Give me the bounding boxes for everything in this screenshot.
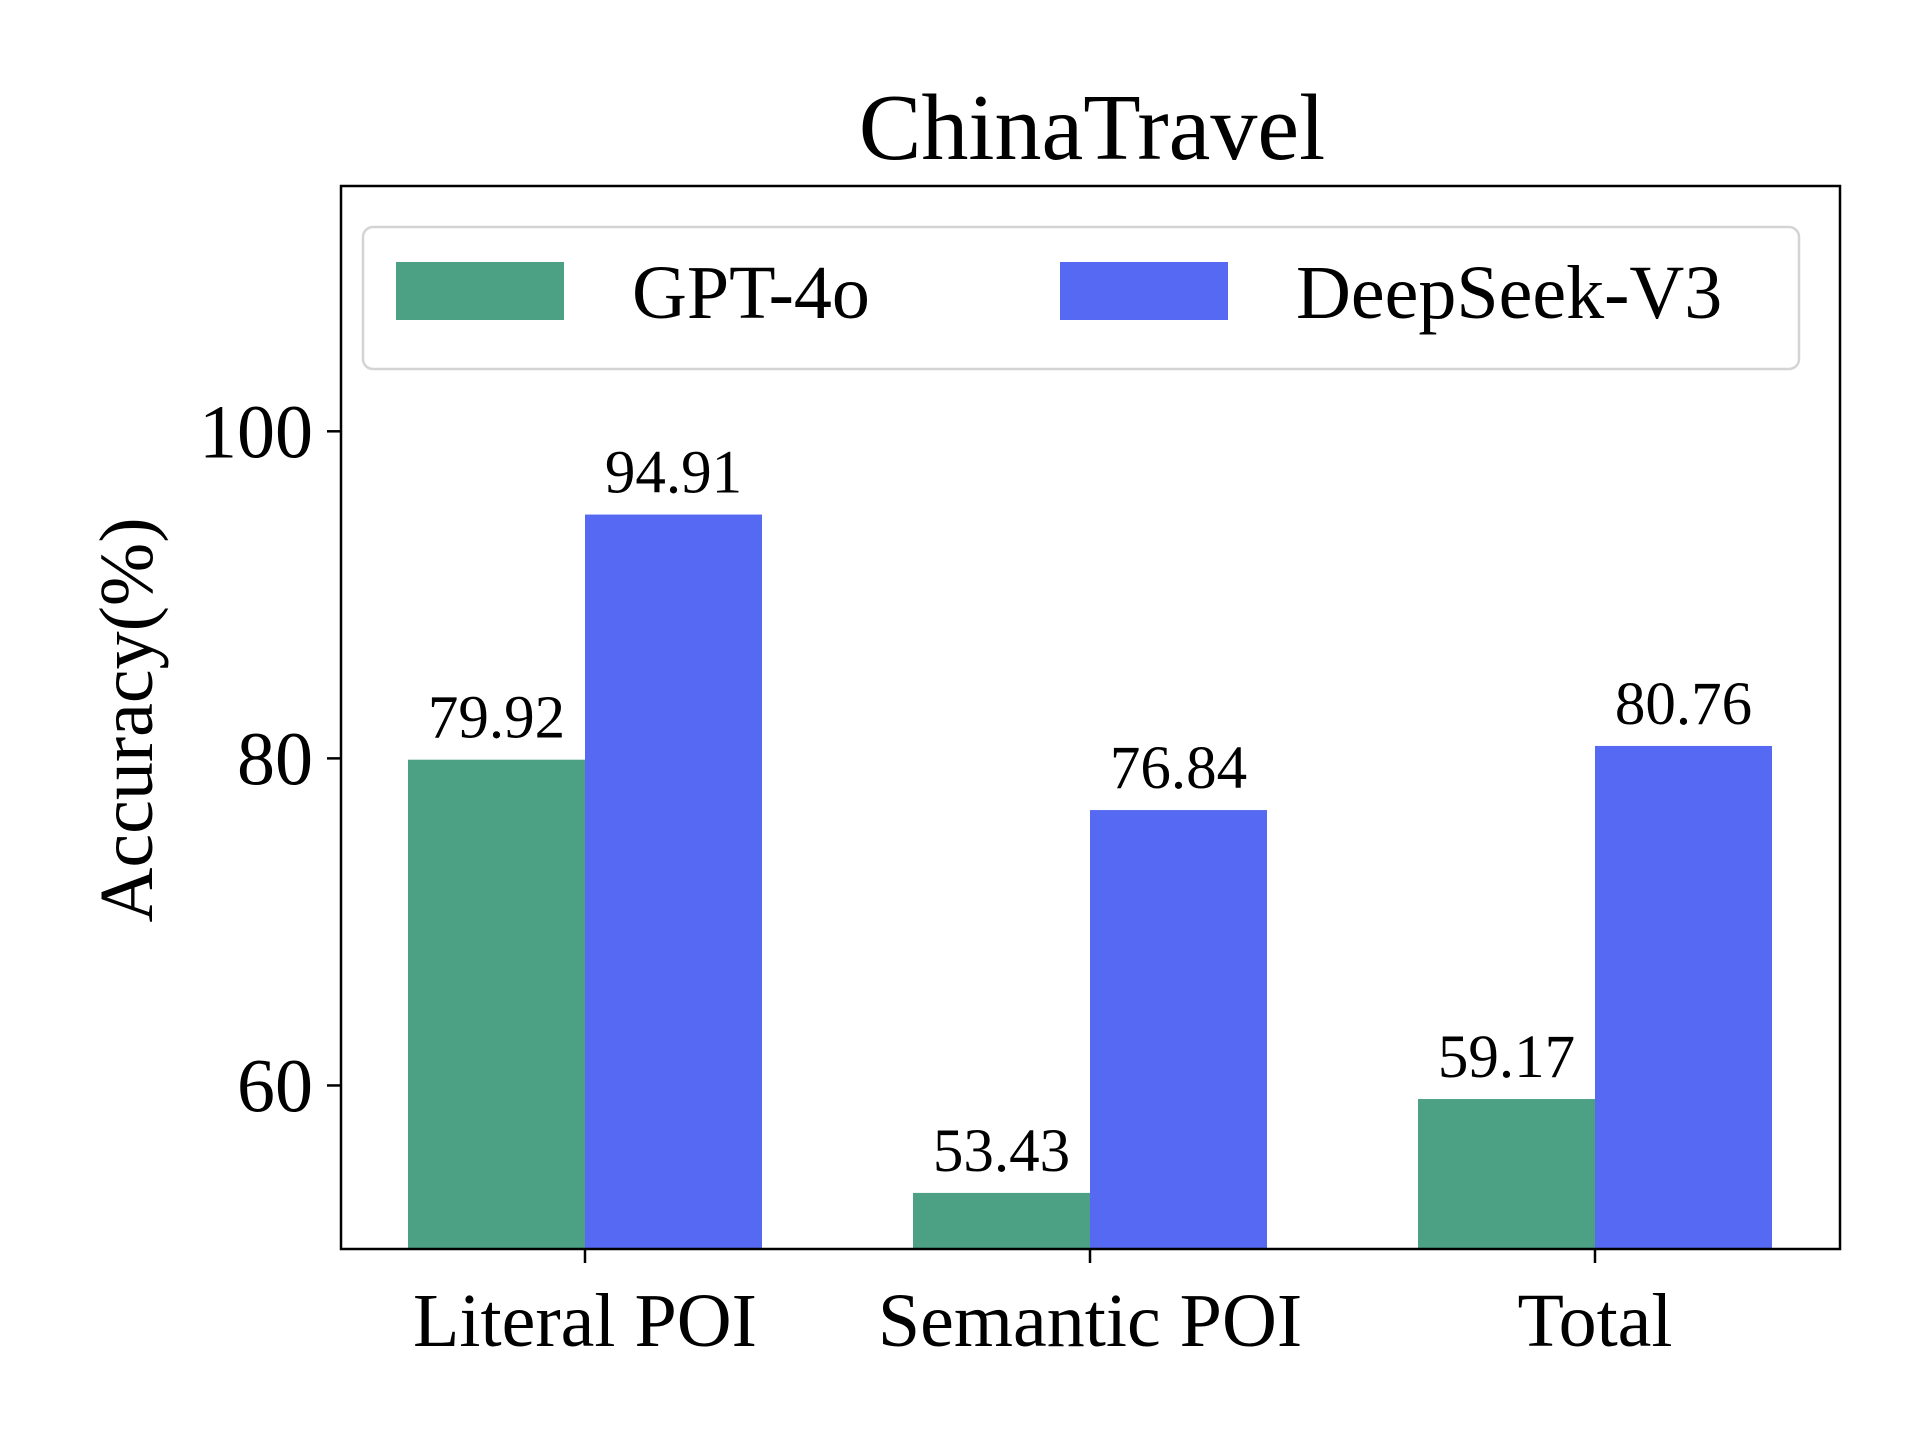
data-label: 79.92: [428, 685, 565, 752]
legend-swatch: [1060, 262, 1228, 320]
legend-label: GPT-4o: [632, 251, 870, 335]
y-axis-label: Accuracy(%): [85, 517, 169, 922]
bar-deepseek-v3-2: [1595, 745, 1772, 1249]
legend: GPT-4o DeepSeek-V3: [361, 225, 1801, 371]
data-label: 76.84: [1110, 735, 1247, 802]
x-tick-label: Total: [1517, 1279, 1672, 1363]
x-tick-label: Literal POI: [413, 1279, 757, 1363]
x-tick-label: Semantic POI: [878, 1279, 1302, 1363]
bar-gpt-4o-0: [408, 759, 585, 1249]
chart-title: ChinaTravel: [859, 76, 1326, 180]
bar-deepseek-v3-1: [1090, 810, 1267, 1249]
data-label: 59.17: [1438, 1024, 1575, 1091]
legend-label: DeepSeek-V3: [1296, 251, 1722, 335]
data-label: 80.76: [1615, 671, 1752, 738]
bar-gpt-4o-2: [1418, 1099, 1595, 1249]
bar-gpt-4o-1: [913, 1192, 1090, 1249]
axes-layer: Literal POI Semantic POI Total 60 80 100: [199, 390, 1673, 1363]
bars-layer: [408, 514, 1772, 1249]
y-tick-label: 80: [237, 717, 313, 801]
y-tick-label: 60: [237, 1044, 313, 1128]
legend-swatch: [396, 262, 564, 320]
labels-layer: 79.92 94.91 53.43 76.84 59.17 80.76: [428, 440, 1752, 1185]
bar-deepseek-v3-0: [585, 514, 762, 1249]
data-label: 53.43: [933, 1118, 1070, 1185]
data-label: 94.91: [605, 440, 742, 507]
y-tick-label: 100: [199, 390, 313, 474]
